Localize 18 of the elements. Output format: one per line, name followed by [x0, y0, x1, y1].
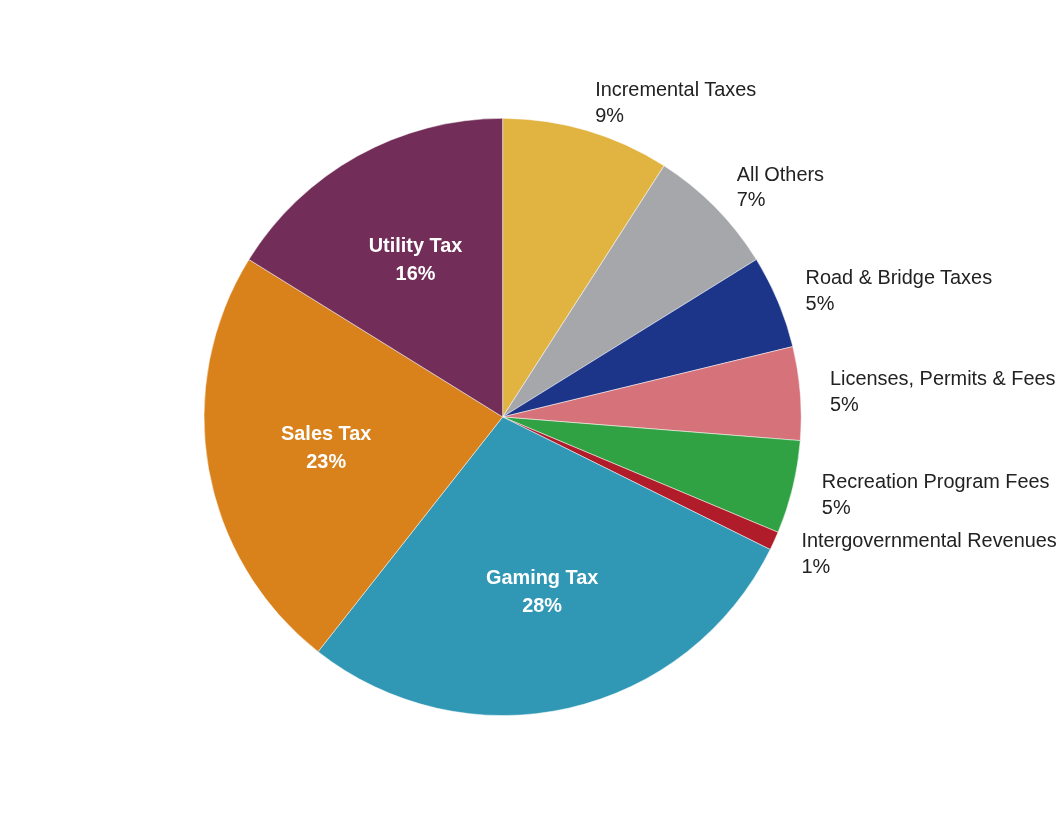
slice-label: All Others [736, 162, 825, 185]
data-label: 16% [395, 262, 436, 285]
data-label: 5% [805, 291, 835, 314]
slice-label: Road & Bridge Taxes [805, 266, 993, 289]
slice-label: Gaming Tax [485, 565, 599, 588]
slice-label: Intergovernmental Revenues [801, 529, 1057, 552]
data-label: 9% [595, 103, 624, 126]
slice-label: Sales Tax [281, 422, 372, 445]
data-label: 23% [306, 449, 347, 472]
slice-label: Recreation Program Fees [821, 470, 1050, 493]
data-label: 5% [821, 496, 851, 519]
data-label: 28% [522, 593, 563, 616]
slice-label: Licenses, Permits & Fees [830, 366, 1056, 389]
slice-label: Utility Tax [368, 234, 463, 257]
data-label: 7% [736, 188, 766, 211]
data-label: 5% [830, 392, 859, 415]
data-label: 1% [801, 555, 831, 578]
slice-label: Incremental Taxes [595, 77, 757, 100]
